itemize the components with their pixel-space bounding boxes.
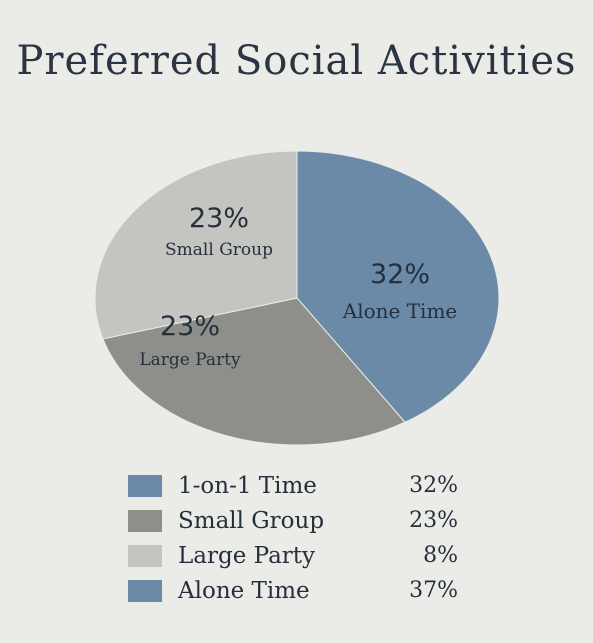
legend-label: Large Party bbox=[178, 542, 316, 569]
slice-percent-label: 23% bbox=[189, 203, 249, 234]
slice-name-label: Large Party bbox=[139, 350, 241, 370]
legend-item: Large Party 8% bbox=[128, 538, 458, 573]
legend-swatch bbox=[128, 544, 162, 567]
legend-swatch bbox=[128, 579, 162, 602]
legend-value: 32% bbox=[409, 473, 458, 498]
pie-slice bbox=[94, 150, 298, 340]
slice-percent-label: 23% bbox=[160, 311, 220, 342]
legend-label: Small Group bbox=[178, 507, 325, 534]
legend-value: 37% bbox=[409, 578, 458, 603]
pie-slice bbox=[296, 150, 500, 423]
legend-value: 23% bbox=[409, 508, 458, 533]
legend-item: 1-on-1 Time 32% bbox=[128, 468, 458, 503]
legend-label: Alone Time bbox=[178, 577, 310, 604]
chart-title: Preferred Social Activities bbox=[16, 38, 577, 84]
legend-label: 1-on-1 Time bbox=[178, 472, 317, 499]
pie-slice bbox=[102, 297, 406, 446]
slice-name-label: Small Group bbox=[165, 240, 273, 260]
legend-swatch bbox=[128, 474, 162, 497]
slice-name-label: Alone Time bbox=[342, 299, 458, 323]
slice-percent-label: 32% bbox=[370, 259, 430, 290]
legend-item: Alone Time 37% bbox=[128, 573, 458, 608]
legend-swatch bbox=[128, 509, 162, 532]
legend-item: Small Group 23% bbox=[128, 503, 458, 538]
legend: 1-on-1 Time 32% Small Group 23% Large Pa… bbox=[128, 468, 458, 608]
legend-value: 8% bbox=[423, 543, 458, 568]
